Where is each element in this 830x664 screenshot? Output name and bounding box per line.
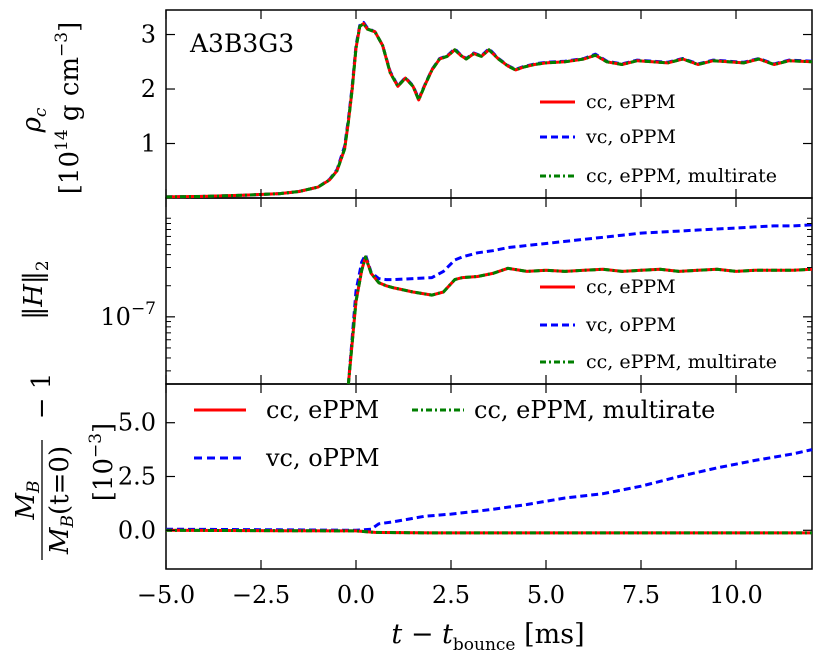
mass-ylabel-units: [10−3]: [86, 423, 119, 501]
density-legend: cc, ePPM vc, oPPM cc, ePPM, multirate: [540, 91, 777, 187]
y-tick-label: 5.0: [118, 409, 156, 437]
density-units-exp: 14: [52, 129, 72, 151]
density-units-open: [10: [55, 151, 85, 194]
mass-ylabel-num-sub: B: [24, 480, 44, 494]
legend-label-vc-oppm: vc, oPPM: [585, 126, 676, 148]
x-axis-label-main: t − t: [391, 619, 453, 650]
y-tick-label: 2: [141, 75, 156, 103]
axis-ticks: −5.0 −2.5 0.0 2.5 5.0 7.5 10.0 1 2 3 10−7 0.0 2.5 5.0: [100, 10, 812, 609]
mass-ylabel-den-arg: (t=0): [45, 446, 75, 515]
mass-ylabel-minus: − 1: [27, 373, 57, 420]
legend-label-multirate: cc, ePPM, multirate: [474, 396, 715, 424]
y-tick-label: 1: [141, 130, 156, 158]
y-tick-label: 0.0: [118, 516, 156, 544]
legend-label-vc-oppm: vc, oPPM: [585, 314, 676, 336]
mass-ylabel: MB MB(t=0) − 1: [11, 373, 78, 560]
x-tick-label: 5.0: [527, 581, 565, 609]
density-units-mid: g cm: [55, 57, 85, 129]
density-ylabel-units: [1014 g cm−3]: [52, 22, 85, 194]
series-line-vc-oppm: [166, 450, 812, 531]
svg-text:MB(t=0): MB(t=0): [45, 446, 78, 555]
legend-label-cc-eppm: cc, ePPM: [266, 396, 379, 424]
x-tick-label: −5.0: [137, 581, 195, 609]
mass-lines: [166, 450, 812, 533]
mass-units-open: [10: [89, 458, 119, 501]
density-ylabel-sub: c: [31, 107, 51, 117]
panel-title: A3B3G3: [189, 29, 294, 58]
y-tick-label: 2.5: [118, 463, 156, 491]
legend-label-cc-eppm: cc, ePPM: [586, 91, 676, 113]
density-ylabel-symbol: ρ: [17, 116, 47, 133]
y-tick-label: 3: [141, 21, 156, 49]
x-tick-label: −2.5: [232, 581, 290, 609]
svg-text:[10−3]: [10−3]: [86, 423, 119, 501]
x-axis-label-units: [ms]: [516, 619, 585, 650]
legend-label-cc-eppm: cc, ePPM: [586, 276, 676, 298]
svg-text:MB: MB: [11, 480, 44, 520]
mass-ylabel-den-sub: B: [58, 515, 78, 529]
density-units-exp2: −3: [52, 32, 72, 57]
y-tick-label: 10−7: [100, 299, 156, 331]
constraint-legend: cc, ePPM vc, oPPM cc, ePPM, multirate: [540, 276, 777, 373]
legend-label-vc-oppm: vc, oPPM: [265, 444, 380, 472]
x-tick-label: 7.5: [622, 581, 660, 609]
x-tick-label: 10.0: [709, 581, 762, 609]
mass-ylabel-num: M: [11, 492, 41, 521]
x-tick-label: 2.5: [432, 581, 470, 609]
x-axis-label: t − tbounce [ms]: [391, 619, 584, 655]
svg-text:ρc: ρc: [17, 107, 51, 133]
svg-text:[1014 g cm−3]: [1014 g cm−3]: [52, 22, 85, 194]
mass-legend: cc, ePPM cc, ePPM, multirate vc, oPPM: [194, 396, 715, 472]
svg-text:‖H‖2: ‖H‖2: [19, 260, 53, 320]
constraint-ylabel: ‖H‖2: [19, 260, 53, 320]
figure: −5.0 −2.5 0.0 2.5 5.0 7.5 10.0 1 2 3 10−7 0.0 2.5 5.0…: [0, 0, 830, 664]
mass-units-close: ]: [89, 423, 119, 433]
constraint-ylabel-main: ‖H‖: [19, 271, 49, 320]
mass-units-exp: −3: [86, 433, 106, 458]
mass-ylabel-den: M: [45, 526, 75, 555]
constraint-ylabel-sub: 2: [33, 260, 53, 271]
density-units-close: ]: [55, 22, 85, 32]
x-axis-label-sub: bounce: [453, 635, 516, 655]
legend-label-multirate: cc, ePPM, multirate: [586, 165, 777, 187]
x-tick-label: 0.0: [337, 581, 375, 609]
density-ylabel: ρc: [17, 107, 51, 133]
legend-label-multirate: cc, ePPM, multirate: [586, 351, 777, 373]
